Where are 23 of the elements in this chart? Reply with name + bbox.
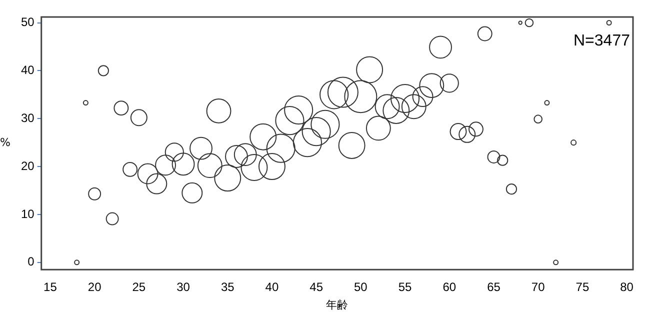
y-tick-label: 40 (20, 62, 35, 77)
x-tick-label: 40 (265, 280, 279, 294)
x-tick-label: 65 (487, 280, 501, 294)
x-tick-label: 25 (132, 280, 146, 294)
x-tick-label: 35 (220, 280, 235, 294)
y-tick-label: 20 (20, 158, 35, 173)
x-tick-label: 20 (88, 280, 102, 294)
x-tick-label: 45 (310, 280, 324, 294)
y-tick-label: 30 (20, 110, 35, 125)
x-tick-label: 70 (531, 280, 546, 294)
y-axis-title: % (0, 136, 10, 150)
y-tick-label: 10 (20, 206, 35, 221)
x-tick-label: 30 (176, 280, 190, 294)
x-axis-title: 年齢 (326, 298, 348, 312)
x-tick-label: 50 (354, 280, 368, 294)
y-tick-label: 0 (28, 254, 35, 269)
x-tick-label: 15 (44, 280, 58, 294)
x-tick-label: 55 (398, 280, 412, 294)
x-tick-label: 60 (442, 280, 456, 294)
y-tick-label: 50 (20, 15, 35, 30)
annotation: N=3477 (574, 32, 630, 50)
x-tick-label: 80 (620, 280, 634, 294)
x-tick-label: 75 (576, 280, 590, 294)
